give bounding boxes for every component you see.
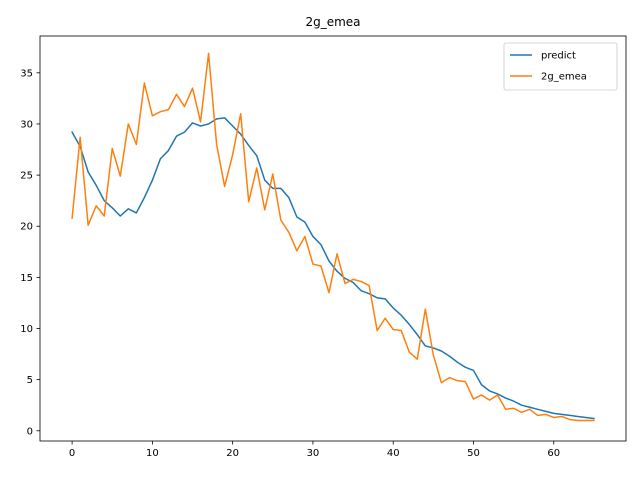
y-tick-label: 25 — [20, 171, 33, 182]
plot-area — [39, 35, 627, 442]
series-layer — [71, 52, 595, 422]
legend-label: predict — [541, 51, 576, 62]
y-tick-label: 5 — [27, 375, 33, 386]
series-line-predict — [71, 117, 595, 420]
legend-box — [503, 42, 618, 91]
y-axis: 0 5 10 15 20 25 30 35 — [20, 68, 40, 437]
legend-label: 2g_emea — [541, 72, 587, 83]
x-tick-label: 10 — [146, 448, 159, 459]
x-axis: 0 10 20 30 40 50 60 — [69, 441, 560, 459]
y-tick-label: 20 — [20, 222, 33, 233]
y-tick-label: 10 — [20, 324, 33, 335]
x-tick-label: 30 — [307, 448, 320, 459]
x-tick-label: 60 — [547, 448, 560, 459]
x-tick-label: 50 — [467, 448, 480, 459]
y-tick-label: 30 — [20, 119, 33, 130]
series-line-2g-emea — [71, 52, 595, 422]
y-tick-label: 0 — [27, 426, 33, 437]
y-tick-label: 35 — [20, 68, 33, 79]
x-tick-label: 0 — [69, 448, 75, 459]
x-tick-label: 40 — [387, 448, 400, 459]
x-tick-label: 20 — [226, 448, 239, 459]
legend: predict 2g_emea — [503, 42, 618, 91]
y-tick-label: 15 — [20, 273, 33, 284]
axes-frame — [39, 35, 627, 442]
chart-title: 2g_emea — [305, 15, 360, 29]
